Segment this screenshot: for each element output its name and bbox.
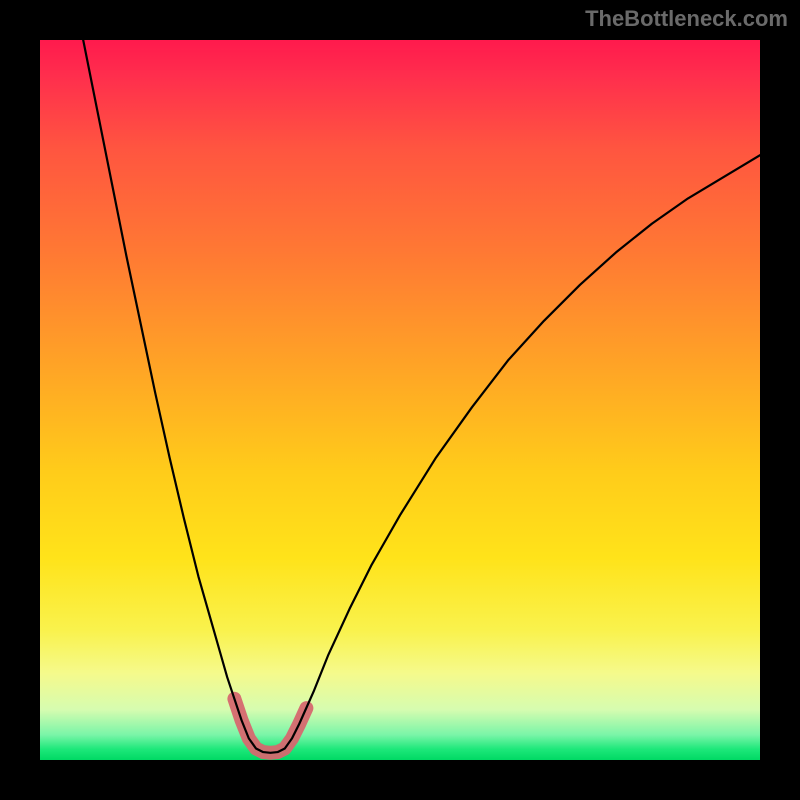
- chart-container: TheBottleneck.com: [0, 0, 800, 800]
- bottleneck-curve-chart: [0, 0, 800, 800]
- plot-background-gradient: [40, 40, 760, 760]
